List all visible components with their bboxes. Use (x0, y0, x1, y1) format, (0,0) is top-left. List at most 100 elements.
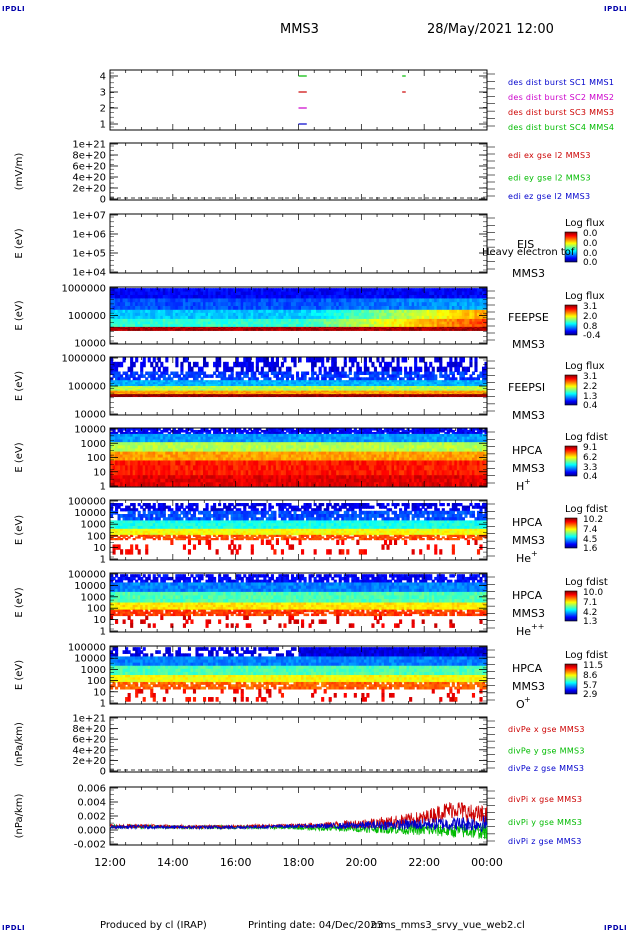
spectrogram-cell (250, 394, 254, 397)
spectrogram-cell (290, 309, 295, 314)
spectrogram-cell (268, 386, 272, 389)
spectrogram-cell (366, 309, 370, 314)
spectrogram-cell (202, 302, 207, 307)
spectrogram-cell (122, 324, 126, 328)
spectrogram-cell (323, 390, 327, 393)
spectrogram-cell (336, 288, 340, 293)
spectrogram-cell (308, 384, 312, 387)
spectrogram-cell (248, 288, 252, 293)
spectrogram-cell (142, 391, 146, 394)
spectrogram-cell (348, 306, 352, 311)
spectrogram-cell (353, 380, 357, 383)
spectrogram-cell (451, 298, 455, 303)
spectrogram-cell (441, 328, 445, 330)
spectrogram-cell (318, 392, 322, 395)
spectrogram-cell (426, 328, 430, 330)
spectrogram-cell (306, 394, 310, 396)
spectrogram-cell (366, 288, 370, 293)
spectrogram-cell (461, 294, 465, 299)
spectrogram-cell (429, 389, 433, 392)
spectrogram-cell (424, 324, 428, 328)
spectrogram-cell (479, 324, 483, 328)
spectrogram-cell (245, 387, 249, 390)
spectrogram-cell (197, 387, 202, 390)
spectrogram-cell (343, 394, 347, 396)
spectrogram-cell (348, 318, 352, 323)
spectrogram-cell (208, 394, 212, 397)
spectrogram-cell (280, 374, 285, 378)
spectrogram-cell (366, 390, 370, 393)
spectrogram-cell (270, 361, 274, 368)
spectrogram-cell (185, 374, 189, 378)
spectrogram-cell (421, 391, 425, 394)
spectrogram-cell (313, 391, 317, 394)
spectrogram-cell (303, 390, 307, 393)
spectrogram-cell (371, 309, 375, 314)
spectrogram-cell (426, 380, 430, 383)
spectrogram-cell (326, 302, 330, 307)
spectrogram-cell (381, 366, 385, 373)
spectrogram-cell (406, 387, 410, 390)
spectrogram-cell (278, 306, 282, 311)
spectrogram-cell (132, 294, 136, 299)
spectrogram-cell (220, 329, 224, 331)
spectrogram-cell (444, 382, 448, 385)
spectrogram-cell (248, 377, 252, 381)
spectrogram-cell (228, 391, 232, 394)
spectrogram-cell (434, 377, 438, 381)
spectrogram-cell (142, 315, 146, 320)
spectrogram-cell (476, 380, 481, 383)
spectrogram-cell (140, 315, 144, 320)
spectrogram-cell (245, 326, 249, 329)
spectrogram-cell (323, 298, 327, 303)
spectrogram-cell (414, 324, 418, 328)
spectrogram-cell (431, 389, 435, 392)
spectrogram-cell (142, 374, 146, 378)
spectrogram-cell (318, 382, 322, 385)
spectrogram-cell (386, 321, 390, 325)
spectrogram-cell (115, 309, 119, 314)
spectrogram-cell (200, 309, 204, 314)
spectrogram-cell (446, 390, 450, 393)
spectrogram-cell (371, 361, 375, 368)
spectrogram-cell (414, 361, 418, 368)
spectrogram-cell (233, 384, 237, 387)
spectrogram-cell (122, 386, 126, 389)
spectrogram-cell (424, 380, 428, 383)
spectrogram-cell (165, 391, 169, 394)
spectrogram-cell (333, 380, 337, 383)
spectrogram-cell (476, 326, 481, 329)
spectrogram-cell (439, 395, 443, 398)
spectrogram-cell (220, 324, 224, 328)
spectrogram-cell (321, 328, 325, 330)
spectrogram-cell (150, 390, 154, 393)
spectrogram-cell (434, 326, 438, 329)
spectrogram-cell (311, 315, 315, 320)
spectrogram-cell (238, 329, 242, 331)
spectrogram-cell (110, 309, 114, 314)
spectrogram-cell (411, 291, 415, 296)
spectrogram-cell (419, 377, 423, 381)
spectrogram-cell (466, 302, 471, 307)
spectrogram-cell (368, 324, 372, 328)
spectrogram-cell (378, 392, 383, 395)
spectrogram-cell (175, 288, 179, 293)
spectrogram-cell (333, 324, 337, 328)
spectrogram-cell (316, 391, 320, 394)
spectrogram-cell (115, 389, 119, 392)
spectrogram-cell (368, 357, 372, 363)
corner-label-top-right: IPDLI (604, 5, 628, 13)
spectrogram-cell (117, 394, 121, 397)
spectrogram-cell (396, 315, 400, 320)
spectrogram-cell (132, 386, 136, 389)
spectrogram-cell (466, 298, 471, 303)
spectrogram-cell (263, 328, 267, 330)
spectrogram-cell (471, 328, 476, 330)
spectrogram-cell (283, 315, 287, 320)
spectrogram-cell (290, 318, 295, 323)
spectrogram-cell (145, 382, 149, 385)
spectrogram-cell (213, 387, 217, 390)
spectrogram-cell (162, 288, 166, 293)
spectrogram-cell (200, 288, 204, 293)
spectrogram-cell (343, 294, 347, 299)
